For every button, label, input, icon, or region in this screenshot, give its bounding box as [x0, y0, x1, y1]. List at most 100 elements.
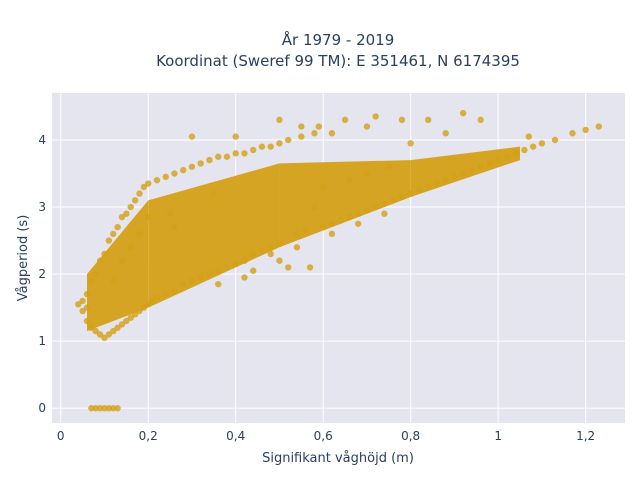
x-tick-label: 1: [494, 429, 502, 443]
data-point: [140, 183, 148, 191]
data-point: [118, 321, 126, 328]
data-point: [521, 146, 528, 154]
chart-title-line2: Koordinat (Sweref 99 TM): E 351461, N 61…: [156, 52, 520, 70]
data-point: [276, 140, 283, 147]
data-point: [442, 176, 449, 184]
data-point: [306, 264, 314, 271]
data-point: [210, 190, 218, 197]
data-point: [363, 170, 371, 177]
data-point: [582, 126, 589, 134]
data-point: [153, 176, 161, 184]
data-point: [105, 237, 113, 244]
data-point: [145, 213, 152, 221]
x-tick-label: 0: [57, 429, 65, 443]
data-point: [267, 244, 274, 251]
data-point: [92, 327, 99, 335]
data-point: [136, 307, 143, 315]
data-point: [149, 297, 156, 305]
data-point: [232, 260, 239, 268]
data-point: [319, 183, 327, 191]
data-point: [241, 274, 248, 281]
data-point: [459, 170, 467, 177]
data-point: [223, 264, 231, 271]
data-point: [131, 311, 139, 318]
data-point: [215, 153, 222, 160]
data-point: [153, 294, 161, 301]
data-point: [118, 257, 126, 264]
data-point: [315, 123, 323, 130]
data-point: [311, 203, 318, 211]
data-point: [250, 250, 257, 258]
data-point: [503, 153, 511, 160]
data-point: [354, 220, 362, 227]
data-point: [140, 304, 148, 311]
data-point: [276, 116, 283, 124]
x-tick-label: 1,2: [576, 429, 595, 443]
y-axis-ticks: 0 1 2 3 4: [38, 133, 46, 415]
data-point: [337, 217, 344, 224]
data-point: [328, 130, 336, 137]
point-cloud-band: [148, 163, 280, 308]
data-point: [381, 200, 388, 207]
data-point: [197, 274, 204, 281]
data-point: [293, 244, 301, 251]
data-point: [569, 130, 576, 137]
data-point: [127, 203, 134, 211]
data-point: [197, 160, 204, 167]
data-point: [298, 133, 305, 140]
data-point: [346, 176, 353, 184]
data-point: [110, 405, 117, 412]
data-point: [83, 291, 91, 298]
data-point: [206, 270, 213, 278]
data-point: [328, 220, 336, 227]
data-point: [105, 405, 113, 412]
x-tick-label: 0,6: [314, 429, 333, 443]
data-point: [284, 136, 292, 144]
data-point: [328, 230, 336, 238]
data-point: [311, 130, 318, 137]
data-point: [551, 136, 559, 144]
data-point: [223, 153, 231, 160]
x-tick-label: 0,2: [139, 429, 158, 443]
data-point: [232, 133, 239, 140]
data-point: [372, 203, 379, 211]
data-point: [188, 163, 196, 170]
y-axis-title: Vågperiod (s): [16, 215, 31, 302]
data-point: [180, 166, 187, 174]
data-point: [302, 227, 309, 234]
data-point: [171, 170, 178, 177]
data-point: [459, 109, 467, 117]
data-point: [110, 277, 117, 285]
y-tick-label: 2: [38, 267, 46, 281]
data-point: [123, 317, 130, 325]
data-point: [284, 264, 292, 271]
data-point: [267, 250, 274, 258]
data-point: [101, 250, 108, 258]
data-point: [433, 180, 441, 187]
data-point: [424, 116, 432, 124]
data-point: [79, 307, 86, 315]
data-point: [241, 150, 248, 157]
data-point: [346, 213, 353, 221]
data-point: [486, 160, 493, 167]
data-point: [595, 123, 602, 130]
data-point: [136, 230, 143, 238]
data-point: [88, 405, 95, 412]
chart-title-line1: År 1979 - 2019: [282, 30, 395, 49]
x-tick-label: 0,8: [401, 429, 420, 443]
data-point: [105, 331, 113, 338]
data-points: [75, 109, 602, 412]
data-point: [389, 197, 397, 204]
data-point: [250, 146, 257, 154]
data-point: [258, 143, 266, 150]
data-point: [525, 133, 532, 140]
y-tick-label: 0: [38, 401, 46, 415]
data-point: [114, 405, 121, 412]
data-point: [232, 150, 239, 157]
data-point: [407, 190, 414, 197]
data-point: [385, 163, 393, 170]
y-tick-label: 1: [38, 334, 46, 348]
data-point: [188, 277, 196, 285]
data-point: [293, 230, 301, 238]
